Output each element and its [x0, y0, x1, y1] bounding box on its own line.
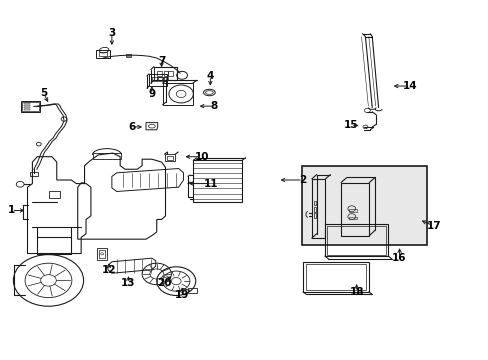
Text: 8: 8: [210, 101, 218, 111]
Text: 10: 10: [194, 152, 208, 162]
Bar: [99, 52, 107, 56]
Bar: [30, 172, 38, 176]
Bar: [340, 183, 368, 235]
Text: 15: 15: [343, 121, 357, 130]
Bar: [24, 105, 30, 106]
Bar: [193, 160, 242, 202]
Bar: [348, 210, 356, 212]
Bar: [164, 154, 175, 161]
Text: 7: 7: [158, 56, 165, 66]
Text: 16: 16: [391, 253, 406, 263]
Bar: [302, 166, 426, 245]
Bar: [97, 248, 107, 260]
Bar: [188, 288, 197, 293]
Text: 18: 18: [349, 287, 363, 297]
Bar: [311, 179, 325, 238]
Bar: [22, 102, 39, 111]
Text: 4: 4: [206, 71, 214, 81]
Bar: [154, 67, 177, 80]
Bar: [348, 217, 356, 220]
Bar: [168, 71, 173, 76]
Bar: [24, 107, 30, 108]
Bar: [313, 201, 316, 206]
Text: 6: 6: [128, 122, 136, 132]
Bar: [152, 77, 157, 81]
Text: 12: 12: [102, 265, 116, 275]
Text: 13: 13: [121, 278, 136, 288]
Bar: [162, 77, 166, 81]
Bar: [327, 226, 385, 255]
Bar: [93, 153, 121, 159]
Bar: [24, 109, 30, 110]
Bar: [24, 103, 30, 104]
Bar: [303, 262, 368, 292]
Bar: [167, 156, 173, 160]
Bar: [149, 74, 167, 86]
Text: 1: 1: [8, 206, 15, 216]
Bar: [126, 54, 131, 57]
Bar: [162, 83, 192, 105]
Bar: [313, 213, 316, 218]
Bar: [99, 249, 105, 258]
Bar: [325, 225, 387, 256]
Text: 11: 11: [203, 179, 218, 189]
Text: 9: 9: [148, 89, 155, 99]
Bar: [305, 264, 365, 290]
Bar: [163, 77, 168, 80]
Text: 17: 17: [426, 221, 440, 231]
Text: 19: 19: [175, 291, 189, 301]
Text: 5: 5: [40, 88, 47, 98]
Text: 14: 14: [402, 81, 417, 91]
Bar: [96, 50, 110, 58]
Bar: [21, 101, 40, 112]
Text: 3: 3: [108, 28, 115, 38]
Bar: [49, 192, 60, 198]
Bar: [157, 71, 161, 76]
Bar: [157, 77, 161, 80]
Bar: [158, 77, 162, 81]
Text: 2: 2: [299, 175, 306, 185]
Bar: [163, 71, 168, 76]
Bar: [313, 207, 316, 212]
Text: 20: 20: [157, 278, 171, 288]
